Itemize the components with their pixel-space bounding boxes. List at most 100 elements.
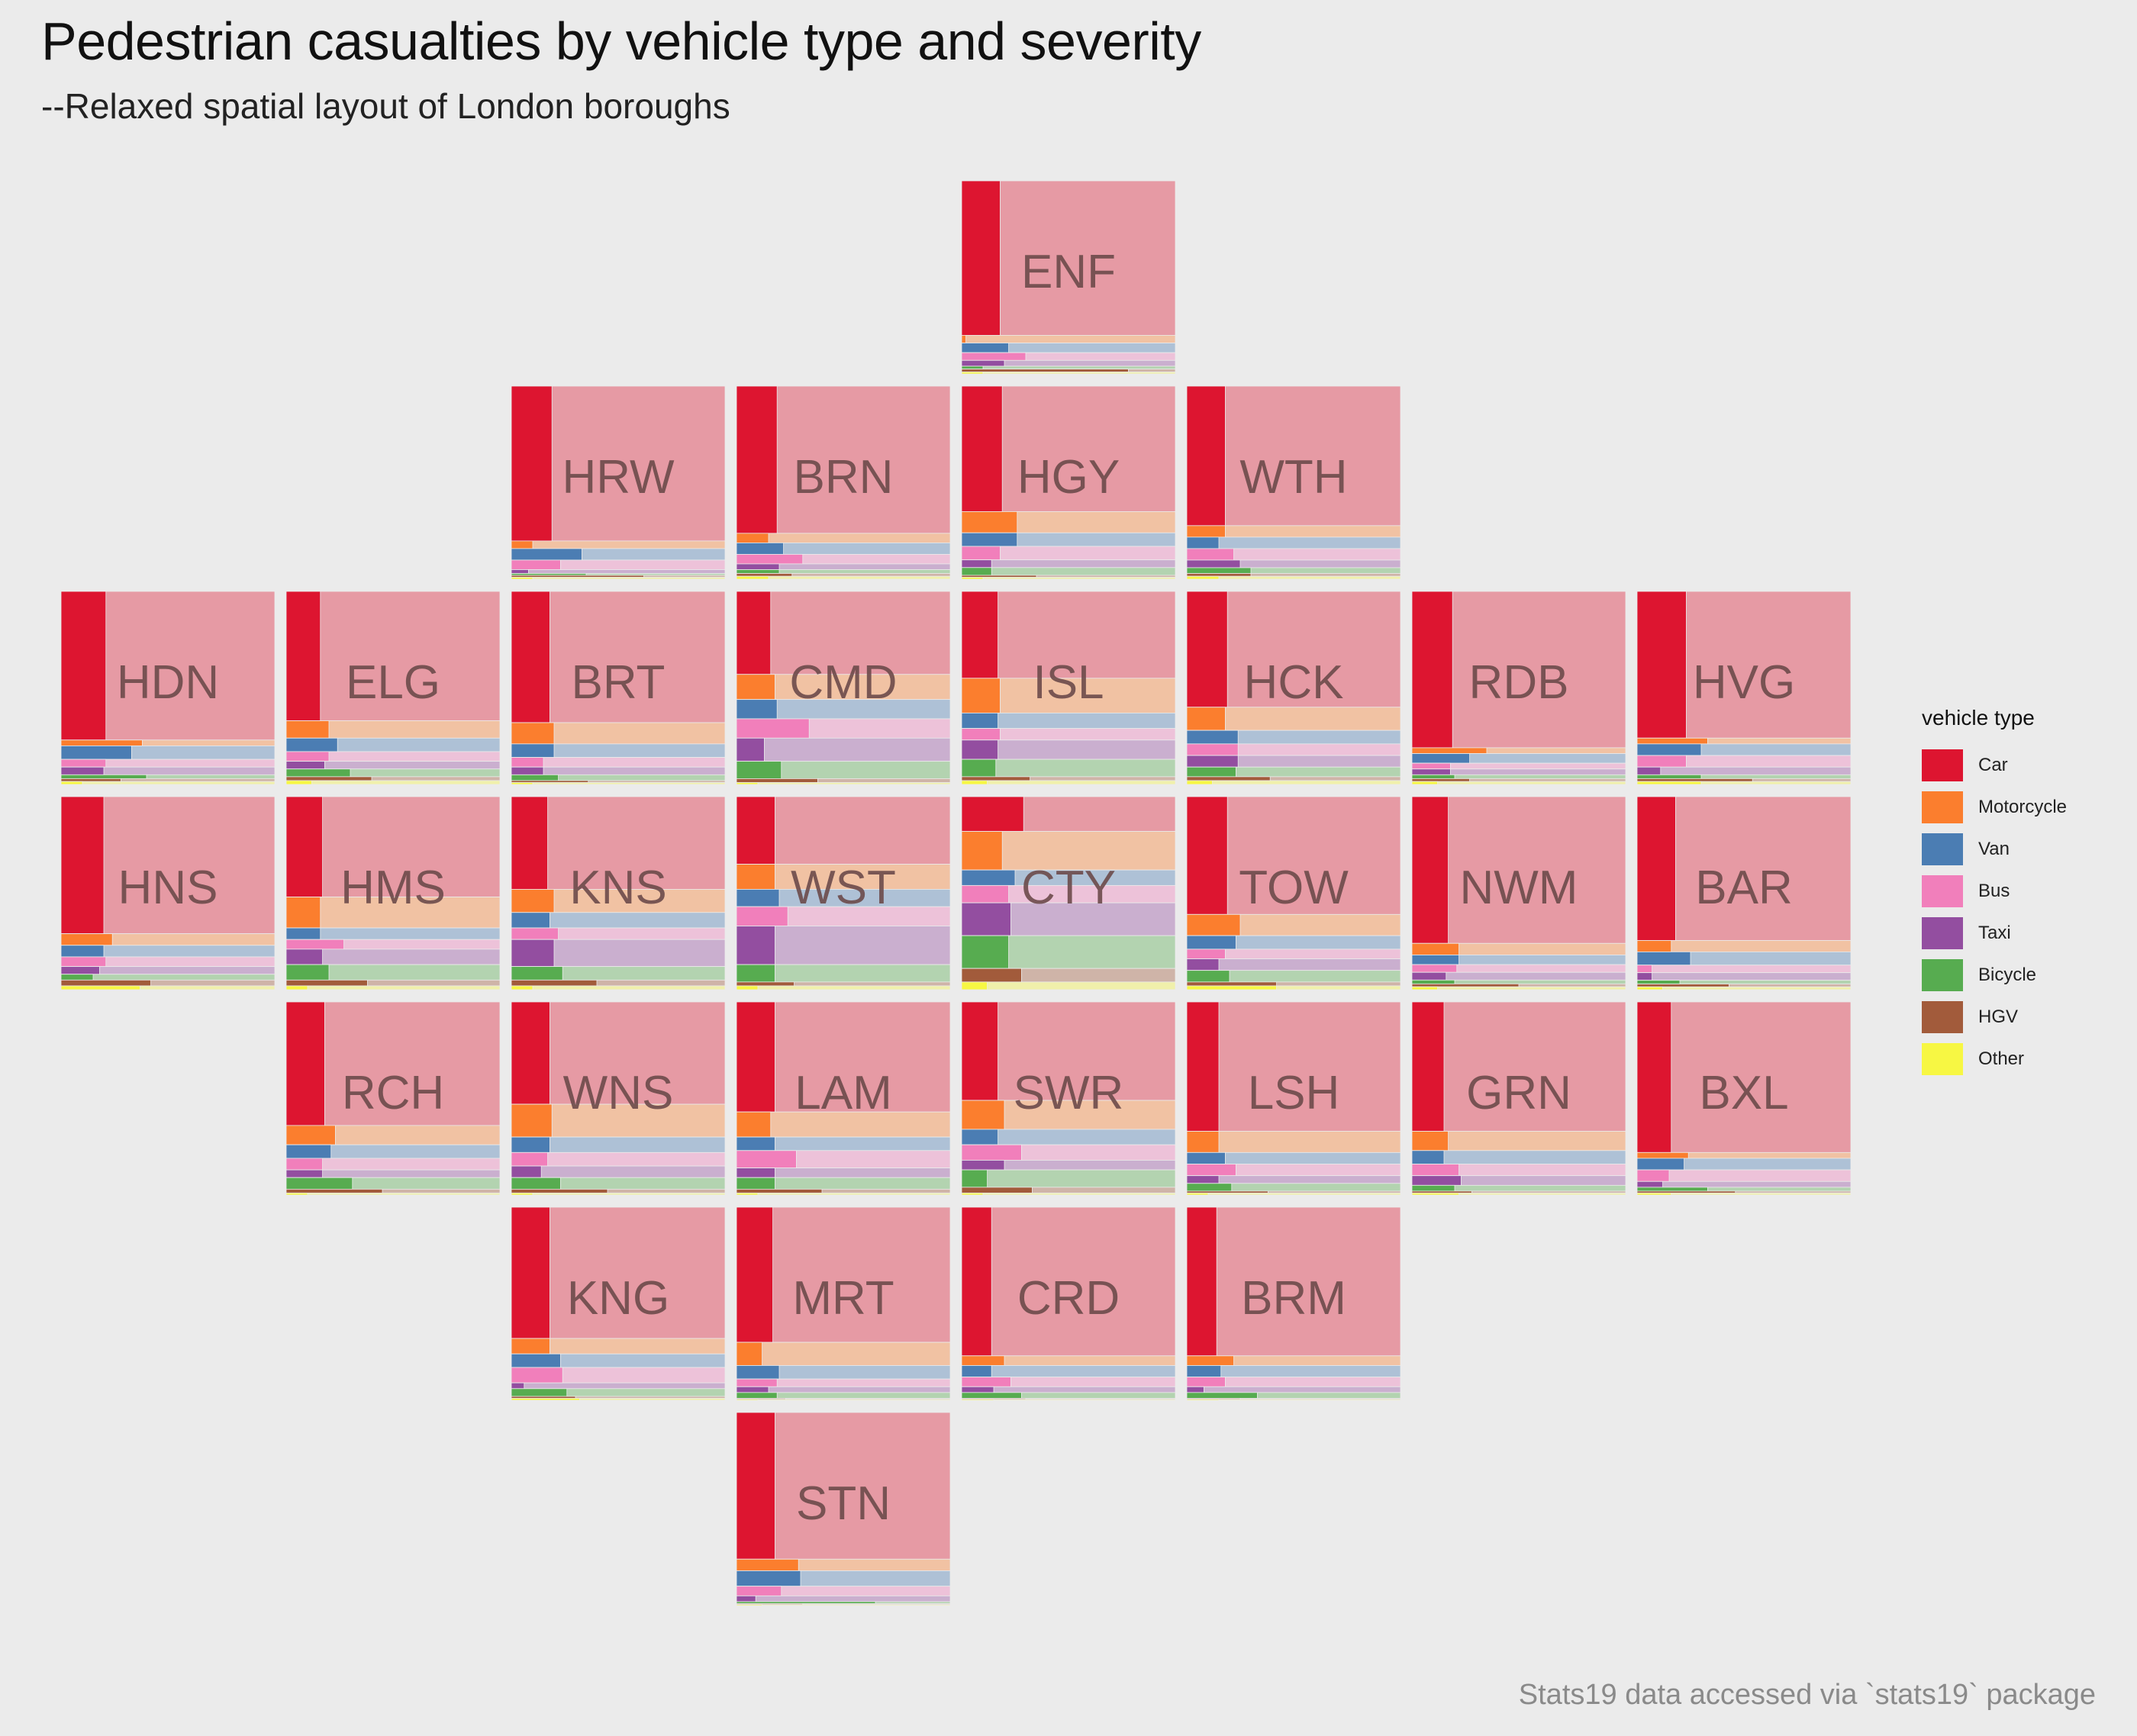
bar-hvg-bicycle-ksi bbox=[1636, 774, 1702, 779]
bar-enf-bus-ksi bbox=[961, 352, 1027, 361]
bar-rdb-other-slight bbox=[1411, 781, 1626, 785]
bar-wth-taxi-ksi bbox=[1186, 559, 1241, 568]
bar-elg-taxi-ksi bbox=[285, 761, 325, 770]
bar-brm-taxi-ksi bbox=[1186, 1386, 1204, 1393]
panel-label-wst: WST bbox=[791, 862, 896, 914]
bar-crd-car-ksi bbox=[961, 1206, 992, 1357]
legend-label-bus: Bus bbox=[1978, 880, 2010, 901]
bar-hms-van-ksi bbox=[285, 927, 321, 940]
legend-label-car: Car bbox=[1978, 754, 2008, 775]
bar-hms-other-ksi bbox=[285, 985, 308, 990]
panel-grn: GRN bbox=[1411, 1001, 1626, 1196]
bar-brm-taxi-slight bbox=[1186, 1386, 1401, 1393]
panel-label-kng: KNG bbox=[567, 1272, 669, 1325]
bar-hvg-van-ksi bbox=[1636, 743, 1702, 756]
bar-hgy-taxi-ksi bbox=[961, 559, 992, 568]
bar-mrt-other-ksi bbox=[736, 1399, 759, 1401]
panel-label-rch: RCH bbox=[342, 1067, 444, 1119]
bar-hck-hgv-ksi bbox=[1186, 776, 1271, 781]
bar-bar-van-ksi bbox=[1636, 951, 1691, 966]
panel-label-mrt: MRT bbox=[792, 1272, 894, 1325]
bar-nwm-car-ksi bbox=[1411, 796, 1449, 944]
bar-brm-bicycle-ksi bbox=[1186, 1392, 1258, 1399]
bar-wst-other-slight bbox=[736, 985, 951, 990]
bar-kng-van-ksi bbox=[511, 1353, 561, 1368]
bar-rch-other-slight bbox=[285, 1193, 501, 1196]
bar-bar-taxi-slight bbox=[1636, 972, 1852, 981]
bar-brm-bus-ksi bbox=[1186, 1377, 1226, 1387]
bar-elg-hgv-ksi bbox=[285, 776, 372, 781]
bar-crd-car-slight bbox=[961, 1206, 1176, 1357]
bar-isl-taxi-ksi bbox=[961, 739, 998, 760]
bar-kng-taxi-slight bbox=[511, 1382, 726, 1390]
bar-isl-bus-ksi bbox=[961, 728, 1001, 741]
bar-bxl-van-ksi bbox=[1636, 1158, 1684, 1171]
bar-kns-bicycle-ksi bbox=[511, 966, 563, 981]
bar-wst-taxi-ksi bbox=[736, 926, 775, 965]
bar-crd-motorcycle-ksi bbox=[961, 1355, 1005, 1366]
bar-hgy-bus-ksi bbox=[961, 546, 1001, 561]
bar-hck-bicycle-ksi bbox=[1186, 766, 1236, 778]
panel-label-brn: BRN bbox=[794, 451, 894, 504]
bar-swr-van-ksi bbox=[961, 1129, 998, 1145]
panel-label-cty: CTY bbox=[1021, 862, 1116, 914]
panel-rch: RCH bbox=[285, 1001, 501, 1196]
bar-grn-car-slight bbox=[1411, 1001, 1626, 1132]
bar-rdb-motorcycle-ksi bbox=[1411, 747, 1488, 754]
bar-enf-bicycle-slight bbox=[961, 366, 1176, 370]
bar-isl-other-slight bbox=[961, 780, 1176, 785]
chart-caption: Stats19 data accessed via `stats19` pack… bbox=[1518, 1679, 2096, 1711]
bar-wns-motorcycle-ksi bbox=[511, 1103, 553, 1138]
bar-hrw-van-ksi bbox=[511, 548, 582, 561]
legend-item-taxi: Taxi bbox=[1922, 912, 2067, 954]
panel-stn: STN bbox=[736, 1412, 951, 1606]
bar-hrw-other-slight bbox=[511, 577, 726, 580]
panel-hrw: HRW bbox=[511, 385, 726, 580]
bar-isl-motorcycle-ksi bbox=[961, 678, 1001, 713]
bar-brt-bus-ksi bbox=[511, 757, 544, 768]
bar-tow-van-ksi bbox=[1186, 935, 1236, 950]
bar-rdb-van-ksi bbox=[1411, 753, 1470, 764]
bar-lsh-other-slight bbox=[1186, 1193, 1401, 1196]
bar-hrw-other-ksi bbox=[511, 577, 533, 580]
bar-mrt-motorcycle-slight bbox=[736, 1341, 951, 1366]
panel-label-tow: TOW bbox=[1239, 862, 1349, 914]
panel-wst: WST bbox=[736, 796, 951, 990]
bar-enf-hgv-ksi bbox=[961, 369, 1129, 372]
bar-hck-van-ksi bbox=[1186, 730, 1239, 745]
bar-crd-van-ksi bbox=[961, 1365, 992, 1378]
bar-enf-other-ksi bbox=[961, 372, 984, 375]
panel-label-hck: HCK bbox=[1244, 656, 1344, 709]
bar-lsh-car-slight bbox=[1186, 1001, 1401, 1132]
bar-cty-other-slight bbox=[961, 981, 1176, 990]
bar-hrw-taxi-ksi bbox=[511, 569, 529, 574]
panel-label-hms: HMS bbox=[340, 862, 446, 914]
bar-bar-car-ksi bbox=[1636, 796, 1676, 941]
bar-tow-other-ksi bbox=[1186, 985, 1277, 990]
bar-lsh-motorcycle-ksi bbox=[1186, 1131, 1220, 1153]
panel-tow: TOW bbox=[1186, 796, 1401, 990]
bar-brm-car-ksi bbox=[1186, 1206, 1217, 1357]
bar-stn-bus-ksi bbox=[736, 1586, 782, 1596]
bar-isl-hgv-ksi bbox=[961, 776, 1030, 781]
bar-brn-bicycle-ksi bbox=[736, 569, 780, 574]
bar-lsh-motorcycle-slight bbox=[1186, 1131, 1401, 1153]
panel-label-kns: KNS bbox=[569, 862, 666, 914]
bar-grn-taxi-ksi bbox=[1411, 1175, 1462, 1186]
bar-hrw-taxi-slight bbox=[511, 569, 726, 574]
bar-isl-other-ksi bbox=[961, 780, 988, 785]
bar-stn-taxi-slight bbox=[736, 1595, 951, 1602]
bar-brn-hgv-ksi bbox=[736, 573, 793, 577]
bar-enf-van-ksi bbox=[961, 343, 1009, 353]
bar-hgy-other-ksi bbox=[961, 577, 984, 580]
bar-hgy-other-slight bbox=[961, 577, 1176, 580]
bar-lsh-car-ksi bbox=[1186, 1001, 1220, 1132]
bar-bxl-bicycle-ksi bbox=[1636, 1187, 1708, 1192]
bar-enf-motorcycle-ksi bbox=[961, 334, 966, 343]
bar-nwm-bicycle-ksi bbox=[1411, 979, 1455, 984]
bar-grn-car-ksi bbox=[1411, 1001, 1445, 1132]
bar-brm-van-ksi bbox=[1186, 1365, 1222, 1378]
bar-kng-taxi-ksi bbox=[511, 1382, 525, 1390]
bar-brn-van-ksi bbox=[736, 543, 784, 555]
panel-label-wth: WTH bbox=[1239, 451, 1347, 504]
